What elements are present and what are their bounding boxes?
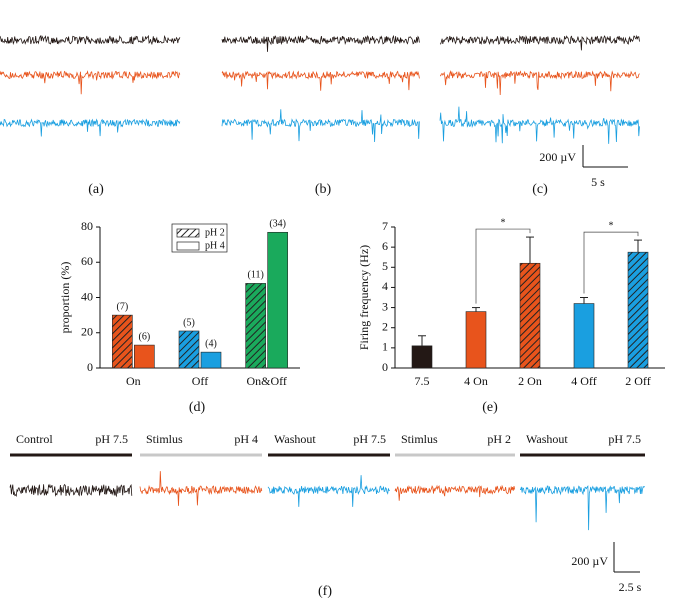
scale-label: 5 s bbox=[591, 175, 605, 189]
y-axis-label: proportion (%) bbox=[58, 262, 72, 334]
x-tick-label: 4 Off bbox=[571, 374, 596, 388]
x-tick-label: 2 On bbox=[518, 374, 542, 388]
ph-label: pH 7.5 bbox=[95, 432, 128, 446]
x-tick-label: On bbox=[126, 374, 141, 388]
panel-label: (c) bbox=[532, 182, 548, 197]
bar bbox=[112, 314, 133, 369]
y-tick-label: 0 bbox=[382, 360, 388, 374]
trace bbox=[221, 34, 420, 52]
legend-frame bbox=[171, 223, 228, 253]
significance-bracket bbox=[583, 231, 639, 294]
bar bbox=[519, 262, 541, 369]
panel-label: (d) bbox=[189, 400, 206, 415]
ph-label: pH 7.5 bbox=[608, 432, 641, 446]
bar bbox=[245, 283, 266, 369]
panel-label: (a) bbox=[88, 182, 104, 197]
trace bbox=[139, 471, 263, 506]
trace bbox=[0, 34, 181, 46]
bar bbox=[411, 345, 433, 369]
bar bbox=[573, 303, 595, 369]
legend-label: pH 2 bbox=[205, 227, 225, 238]
y-tick-label: 0 bbox=[87, 360, 93, 374]
trace bbox=[9, 483, 133, 498]
condition-label: Control bbox=[16, 432, 53, 446]
legend-label: pH 4 bbox=[205, 240, 225, 251]
trace bbox=[221, 70, 420, 91]
trace bbox=[439, 34, 640, 51]
bar bbox=[267, 231, 288, 369]
n-label: (4) bbox=[205, 338, 217, 349]
trace bbox=[394, 484, 516, 501]
legend-swatch bbox=[176, 241, 200, 251]
y-tick-label: 60 bbox=[81, 254, 93, 268]
scale-label: 200 µV bbox=[539, 150, 576, 164]
y-tick-label: 3 bbox=[382, 299, 388, 313]
condition-label: Washout bbox=[274, 432, 316, 446]
y-tick-label: 80 bbox=[81, 219, 93, 233]
trace bbox=[439, 106, 640, 144]
significance-bracket bbox=[475, 228, 531, 304]
y-tick-label: 40 bbox=[81, 289, 93, 303]
n-label: (11) bbox=[248, 270, 264, 281]
panel-label: (b) bbox=[315, 182, 332, 197]
legend-swatch bbox=[176, 228, 200, 238]
n-label: (7) bbox=[116, 301, 128, 312]
ph-label: pH 7.5 bbox=[353, 432, 386, 446]
y-tick-label: 20 bbox=[81, 325, 93, 339]
panel-label: (e) bbox=[482, 400, 498, 415]
trace bbox=[439, 70, 640, 96]
y-tick-label: 1 bbox=[382, 340, 388, 354]
x-tick-label: 4 On bbox=[464, 374, 488, 388]
significance-label: * bbox=[501, 217, 506, 228]
y-axis-label: Firing frequency (Hz) bbox=[357, 245, 371, 350]
n-label: (5) bbox=[183, 317, 195, 328]
significance-label: * bbox=[609, 220, 614, 231]
panel-label: (f) bbox=[318, 584, 332, 599]
bar bbox=[178, 330, 200, 369]
condition-label: Washout bbox=[526, 432, 568, 446]
bar bbox=[200, 351, 222, 369]
trace bbox=[221, 109, 420, 143]
x-tick-label: Off bbox=[192, 374, 208, 388]
bar bbox=[465, 311, 487, 369]
y-tick-label: 6 bbox=[382, 239, 388, 253]
y-tick-label: 7 bbox=[382, 219, 388, 233]
condition-label: Stimlus bbox=[401, 432, 438, 446]
bar bbox=[134, 344, 155, 369]
scale-label: 200 µV bbox=[571, 554, 608, 568]
scale-label: 2.5 s bbox=[619, 580, 642, 594]
y-tick-label: 2 bbox=[382, 319, 388, 333]
n-label: (34) bbox=[269, 219, 286, 230]
trace bbox=[0, 118, 181, 137]
trace bbox=[267, 475, 390, 507]
trace bbox=[0, 70, 181, 95]
ph-label: pH 2 bbox=[487, 432, 511, 446]
ph-label: pH 4 bbox=[234, 432, 258, 446]
condition-label: Stimlus bbox=[146, 432, 183, 446]
n-label: (6) bbox=[138, 331, 150, 342]
x-tick-label: 2 Off bbox=[625, 374, 650, 388]
y-tick-label: 5 bbox=[382, 259, 388, 273]
bar bbox=[627, 251, 649, 369]
x-tick-label: 7.5 bbox=[415, 374, 430, 388]
trace bbox=[519, 485, 645, 531]
x-tick-label: On&Off bbox=[246, 374, 286, 388]
y-tick-label: 4 bbox=[382, 279, 388, 293]
